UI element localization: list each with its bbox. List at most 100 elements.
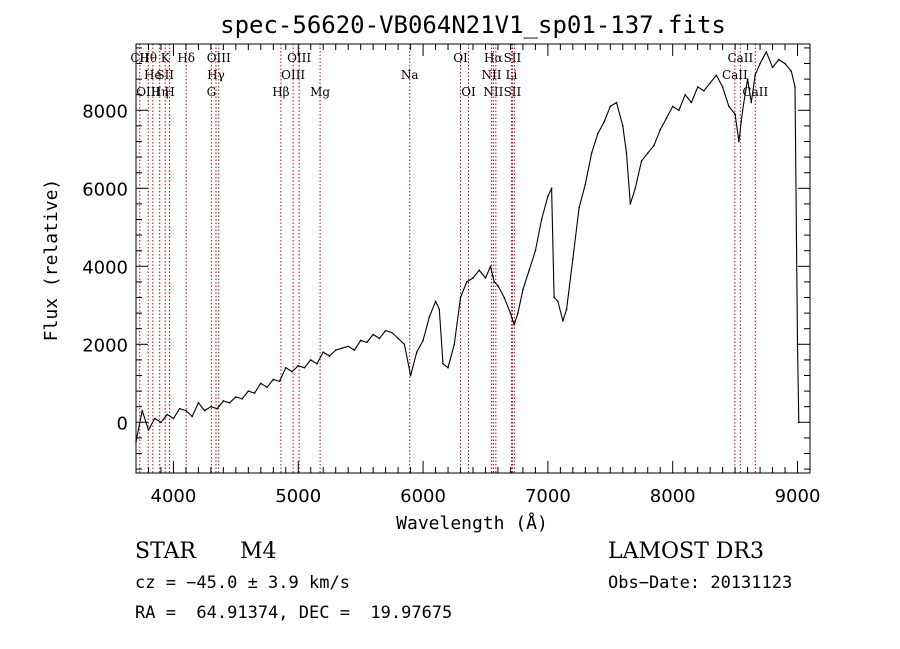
flux-data-point xyxy=(721,86,724,88)
spectral-line-label: Hα xyxy=(484,51,503,65)
flux-data-point xyxy=(684,93,686,96)
spectral-line-label: CII xyxy=(130,51,149,65)
spectral-line-label: Mg xyxy=(310,85,330,99)
flux-data-point xyxy=(653,144,655,147)
flux-data-point xyxy=(247,390,250,392)
flux-data-point xyxy=(754,74,756,76)
flux-data-point xyxy=(738,140,740,143)
flux-data-point xyxy=(141,409,144,412)
flux-data-point xyxy=(442,363,444,365)
flux-data-point xyxy=(503,296,506,299)
spectral-line-label: OIII xyxy=(287,51,311,65)
flux-data-point xyxy=(562,320,564,322)
flux-data-point xyxy=(191,415,193,418)
flux-data-point xyxy=(550,187,553,190)
redshift-info: cz = −45.0 ± 3.9 km/s xyxy=(135,573,350,593)
flux-data-point xyxy=(522,288,524,291)
flux-data-point xyxy=(422,339,424,342)
flux-data-point xyxy=(147,429,150,431)
flux-data-point xyxy=(166,413,169,416)
spectral-line-label: SII xyxy=(156,68,174,82)
spectral-line-label: K xyxy=(161,51,171,65)
flux-data-point xyxy=(528,269,530,272)
flux-data-point xyxy=(291,370,293,373)
flux-data-point xyxy=(153,417,156,420)
plot-frame xyxy=(135,43,811,474)
flux-data-point xyxy=(309,359,312,361)
spectral-line-label: H xyxy=(164,85,174,99)
flux-data-point xyxy=(517,312,519,314)
flux-data-point xyxy=(665,117,668,119)
spectral-line-label: OIII xyxy=(207,51,231,65)
x-axis-label: Wavelength (Å) xyxy=(396,512,548,534)
flux-data-point xyxy=(750,101,753,104)
flux-data-point xyxy=(765,51,768,53)
flux-data-point xyxy=(497,285,499,287)
flux-data-point xyxy=(784,62,786,65)
flux-data-point xyxy=(341,347,343,350)
spectral-line-label: NII xyxy=(483,85,503,99)
flux-data-point xyxy=(696,86,699,88)
flux-data-point xyxy=(465,281,468,283)
flux-data-point xyxy=(741,109,744,112)
chart-title: spec-56620-VB064N21V1_sp01-137.fits xyxy=(220,11,726,39)
flux-data-point xyxy=(284,366,287,369)
flux-data-point xyxy=(771,66,774,69)
flux-data-point xyxy=(178,407,181,410)
x-tick-label: 9000 xyxy=(775,486,821,507)
flux-data-point xyxy=(703,90,705,92)
flux-data-point xyxy=(671,105,674,108)
x-tick-label: 6000 xyxy=(400,486,446,507)
flux-data-point xyxy=(678,109,680,112)
spectral-line-label: CaII xyxy=(722,68,748,82)
flux-data-point xyxy=(557,300,559,303)
flux-data-point xyxy=(629,203,632,205)
spectral-line-label: OIII xyxy=(136,85,160,99)
flux-data-point xyxy=(409,374,412,377)
flux-data-point xyxy=(172,417,175,420)
flux-data-point xyxy=(366,341,368,344)
flux-data-point xyxy=(484,277,487,279)
flux-data-point xyxy=(590,152,593,154)
flux-data-point xyxy=(734,113,736,115)
flux-data-point xyxy=(777,58,780,61)
flux-data-point xyxy=(790,70,793,73)
flux-data-point xyxy=(260,382,262,385)
flux-data-point xyxy=(272,378,275,381)
flux-data-point xyxy=(709,82,711,84)
spectral-line-label: Li xyxy=(506,68,518,82)
flux-data-point xyxy=(640,160,643,162)
flux-data-point xyxy=(278,380,281,383)
spectral-line-label: OI xyxy=(461,85,476,99)
x-tick-label: 4000 xyxy=(151,486,197,507)
flux-data-point xyxy=(297,364,300,367)
spectral-line-label: SII xyxy=(504,51,522,65)
flux-data-point xyxy=(746,78,749,80)
flux-data-point xyxy=(646,152,649,154)
spectral-line-label: Hη xyxy=(151,85,169,99)
flux-data-point xyxy=(378,337,381,340)
flux-data-point xyxy=(334,349,337,351)
flux-data-point xyxy=(513,324,515,326)
flux-data-point xyxy=(621,125,624,127)
flux-data-point xyxy=(690,101,693,104)
y-tick-label: 6000 xyxy=(82,179,128,200)
flux-data-point xyxy=(728,105,730,108)
flux-data-point xyxy=(303,366,306,369)
flux-data-point xyxy=(796,343,799,346)
flux-data-point xyxy=(372,333,374,336)
object-class: STAR xyxy=(135,539,196,564)
spectral-line-label: OIII xyxy=(281,68,305,82)
flux-data-point xyxy=(397,337,399,340)
spectral-line-label: Hδ xyxy=(177,51,195,65)
flux-data-point xyxy=(493,281,496,283)
spectral-line-label: He xyxy=(144,68,162,82)
spectral-line-label: Na xyxy=(401,68,419,82)
flux-data-point xyxy=(447,366,449,369)
flux-data-point xyxy=(509,312,512,314)
flux-data-point xyxy=(540,218,543,221)
flux-data-point xyxy=(347,345,349,348)
y-axis-label: Flux (relative) xyxy=(41,179,62,342)
